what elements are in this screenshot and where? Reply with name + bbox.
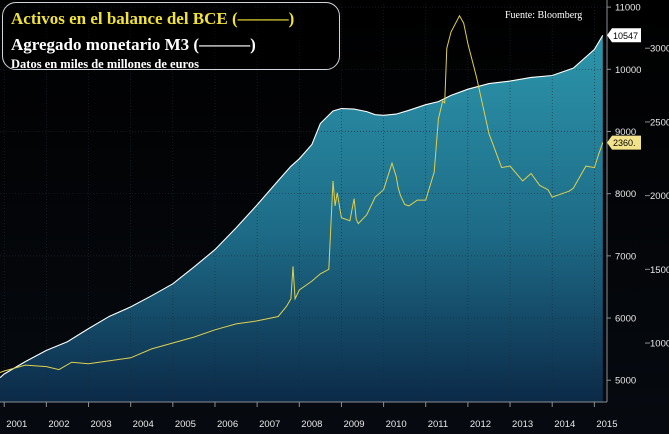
x-tick-label: 2009 [343, 419, 364, 430]
x-tick-label: 2001 [6, 419, 27, 430]
y-right-tick-label: 2000 [650, 191, 669, 202]
series-ecb-assets-line [0, 14, 604, 373]
x-tick-label: 2008 [301, 419, 322, 430]
y-right-tick-label: 1500 [650, 265, 669, 276]
x-tick-label: 2012 [470, 419, 491, 430]
legend-ecb-assets: Activos en el balance del BCE (———) [11, 9, 295, 28]
m3-last-value: 10547 [613, 31, 638, 41]
m3-last-value-bg [607, 28, 641, 43]
y-left-tick-label: 8000 [615, 189, 636, 200]
y-left-tick-label: 9000 [615, 127, 636, 138]
y-left-tick-label: 10000 [615, 65, 641, 76]
x-tick-label: 2006 [217, 419, 238, 430]
x-tick-label: 2014 [554, 419, 575, 430]
x-tick-label: 2003 [91, 419, 112, 430]
chart-subtitle: Datos en miles de millones de euros [11, 57, 199, 71]
x-tick-label: 2010 [386, 419, 407, 430]
series-m3-line [0, 35, 604, 379]
chart-source: Fuente: Bloomberg [505, 10, 583, 21]
y-left-tick-label: 5000 [615, 376, 636, 387]
y-left-tick-label: 7000 [615, 251, 636, 262]
ecb-last-value-bg [607, 135, 641, 150]
x-tick-label: 2011 [428, 419, 448, 430]
ecb-last-value: 2360. [613, 138, 636, 148]
x-tick-label: 2015 [596, 419, 617, 430]
x-tick-label: 2005 [175, 419, 196, 430]
y-right-tick-label: 3000 [650, 44, 669, 55]
x-tick-label: 2007 [259, 419, 280, 430]
y-left-tick-label: 6000 [615, 314, 636, 325]
x-tick-label: 2004 [133, 419, 154, 430]
y-left-tick-label: 11000 [615, 3, 641, 14]
x-tick-label: 2002 [48, 419, 69, 430]
y-right-tick-label: 2500 [650, 117, 669, 128]
legend-box: Activos en el balance del BCE (———) Agre… [2, 2, 340, 71]
x-tick-label: 2013 [512, 419, 533, 430]
y-right-tick-label: 1000 [650, 339, 669, 350]
m3-area [0, 35, 603, 403]
legend-m3: Agregado monetario M3 (———) [11, 35, 256, 54]
